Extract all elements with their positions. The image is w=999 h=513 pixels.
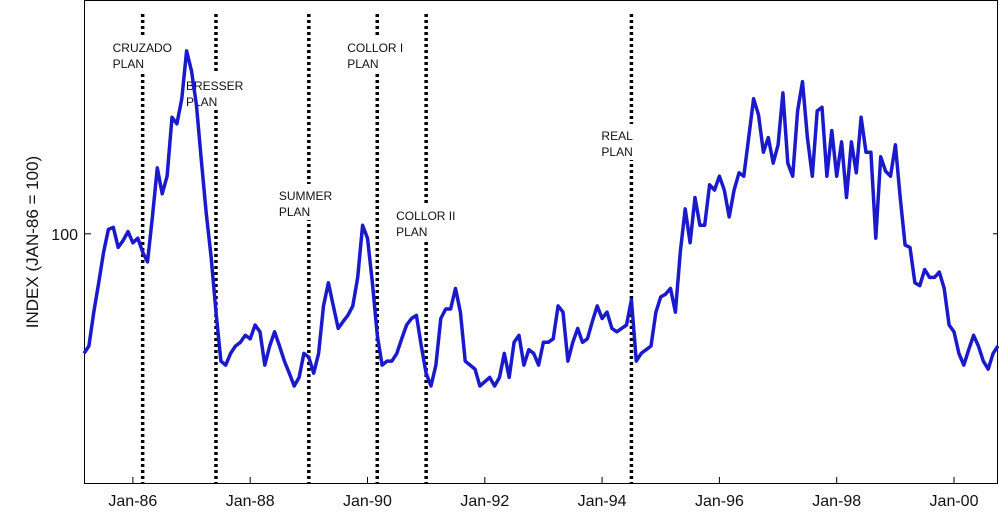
plan-line-gap	[213, 74, 219, 110]
x-tick-label: Jan-96	[695, 493, 744, 510]
plan-label: PLAN	[186, 95, 217, 109]
plan-line-gap	[306, 184, 312, 220]
plan-label: PLAN	[601, 145, 632, 159]
series-group	[82, 49, 999, 388]
y-axis-label: INDEX (JAN-86 = 100)	[23, 156, 42, 328]
x-tick-label: Jan-94	[578, 493, 627, 510]
plan-label: PLAN	[347, 57, 378, 71]
plan-label: SUMMER	[279, 189, 333, 203]
plan-line-gap	[140, 36, 146, 72]
index-series-line	[82, 49, 999, 388]
plan-label: PLAN	[396, 225, 427, 239]
plan-label: COLLOR I	[347, 41, 403, 55]
plan-label: PLAN	[113, 57, 144, 71]
x-tick-label: Jan-88	[226, 493, 275, 510]
plan-line-gap	[628, 124, 634, 160]
x-tick-label: Jan-90	[343, 493, 392, 510]
plan-label: BRESSER	[186, 79, 244, 93]
x-tick-label: Jan-92	[460, 493, 509, 510]
x-tick-label: Jan-86	[108, 493, 157, 510]
plot-frame	[84, 0, 998, 484]
plan-label: CRUZADO	[113, 41, 172, 55]
plan-labels: CRUZADO PLAN BRESSER PLAN SUMMER PLAN COLLOR I…	[113, 36, 634, 240]
plan-label: PLAN	[279, 205, 310, 219]
y-axis: 100	[51, 227, 998, 244]
x-axis: Jan-86 Jan-88 Jan-90 Jan-92 Jan-94 Jan-96 Jan-…	[108, 477, 979, 510]
y-tick-label: 100	[51, 227, 78, 244]
plan-line-gap	[374, 36, 380, 72]
plan-label: REAL	[601, 129, 633, 143]
x-tick-label: Jan-00	[930, 493, 979, 510]
plan-label: COLLOR II	[396, 209, 455, 223]
plan-line-gap	[423, 204, 429, 240]
x-tick-label: Jan-98	[812, 493, 861, 510]
